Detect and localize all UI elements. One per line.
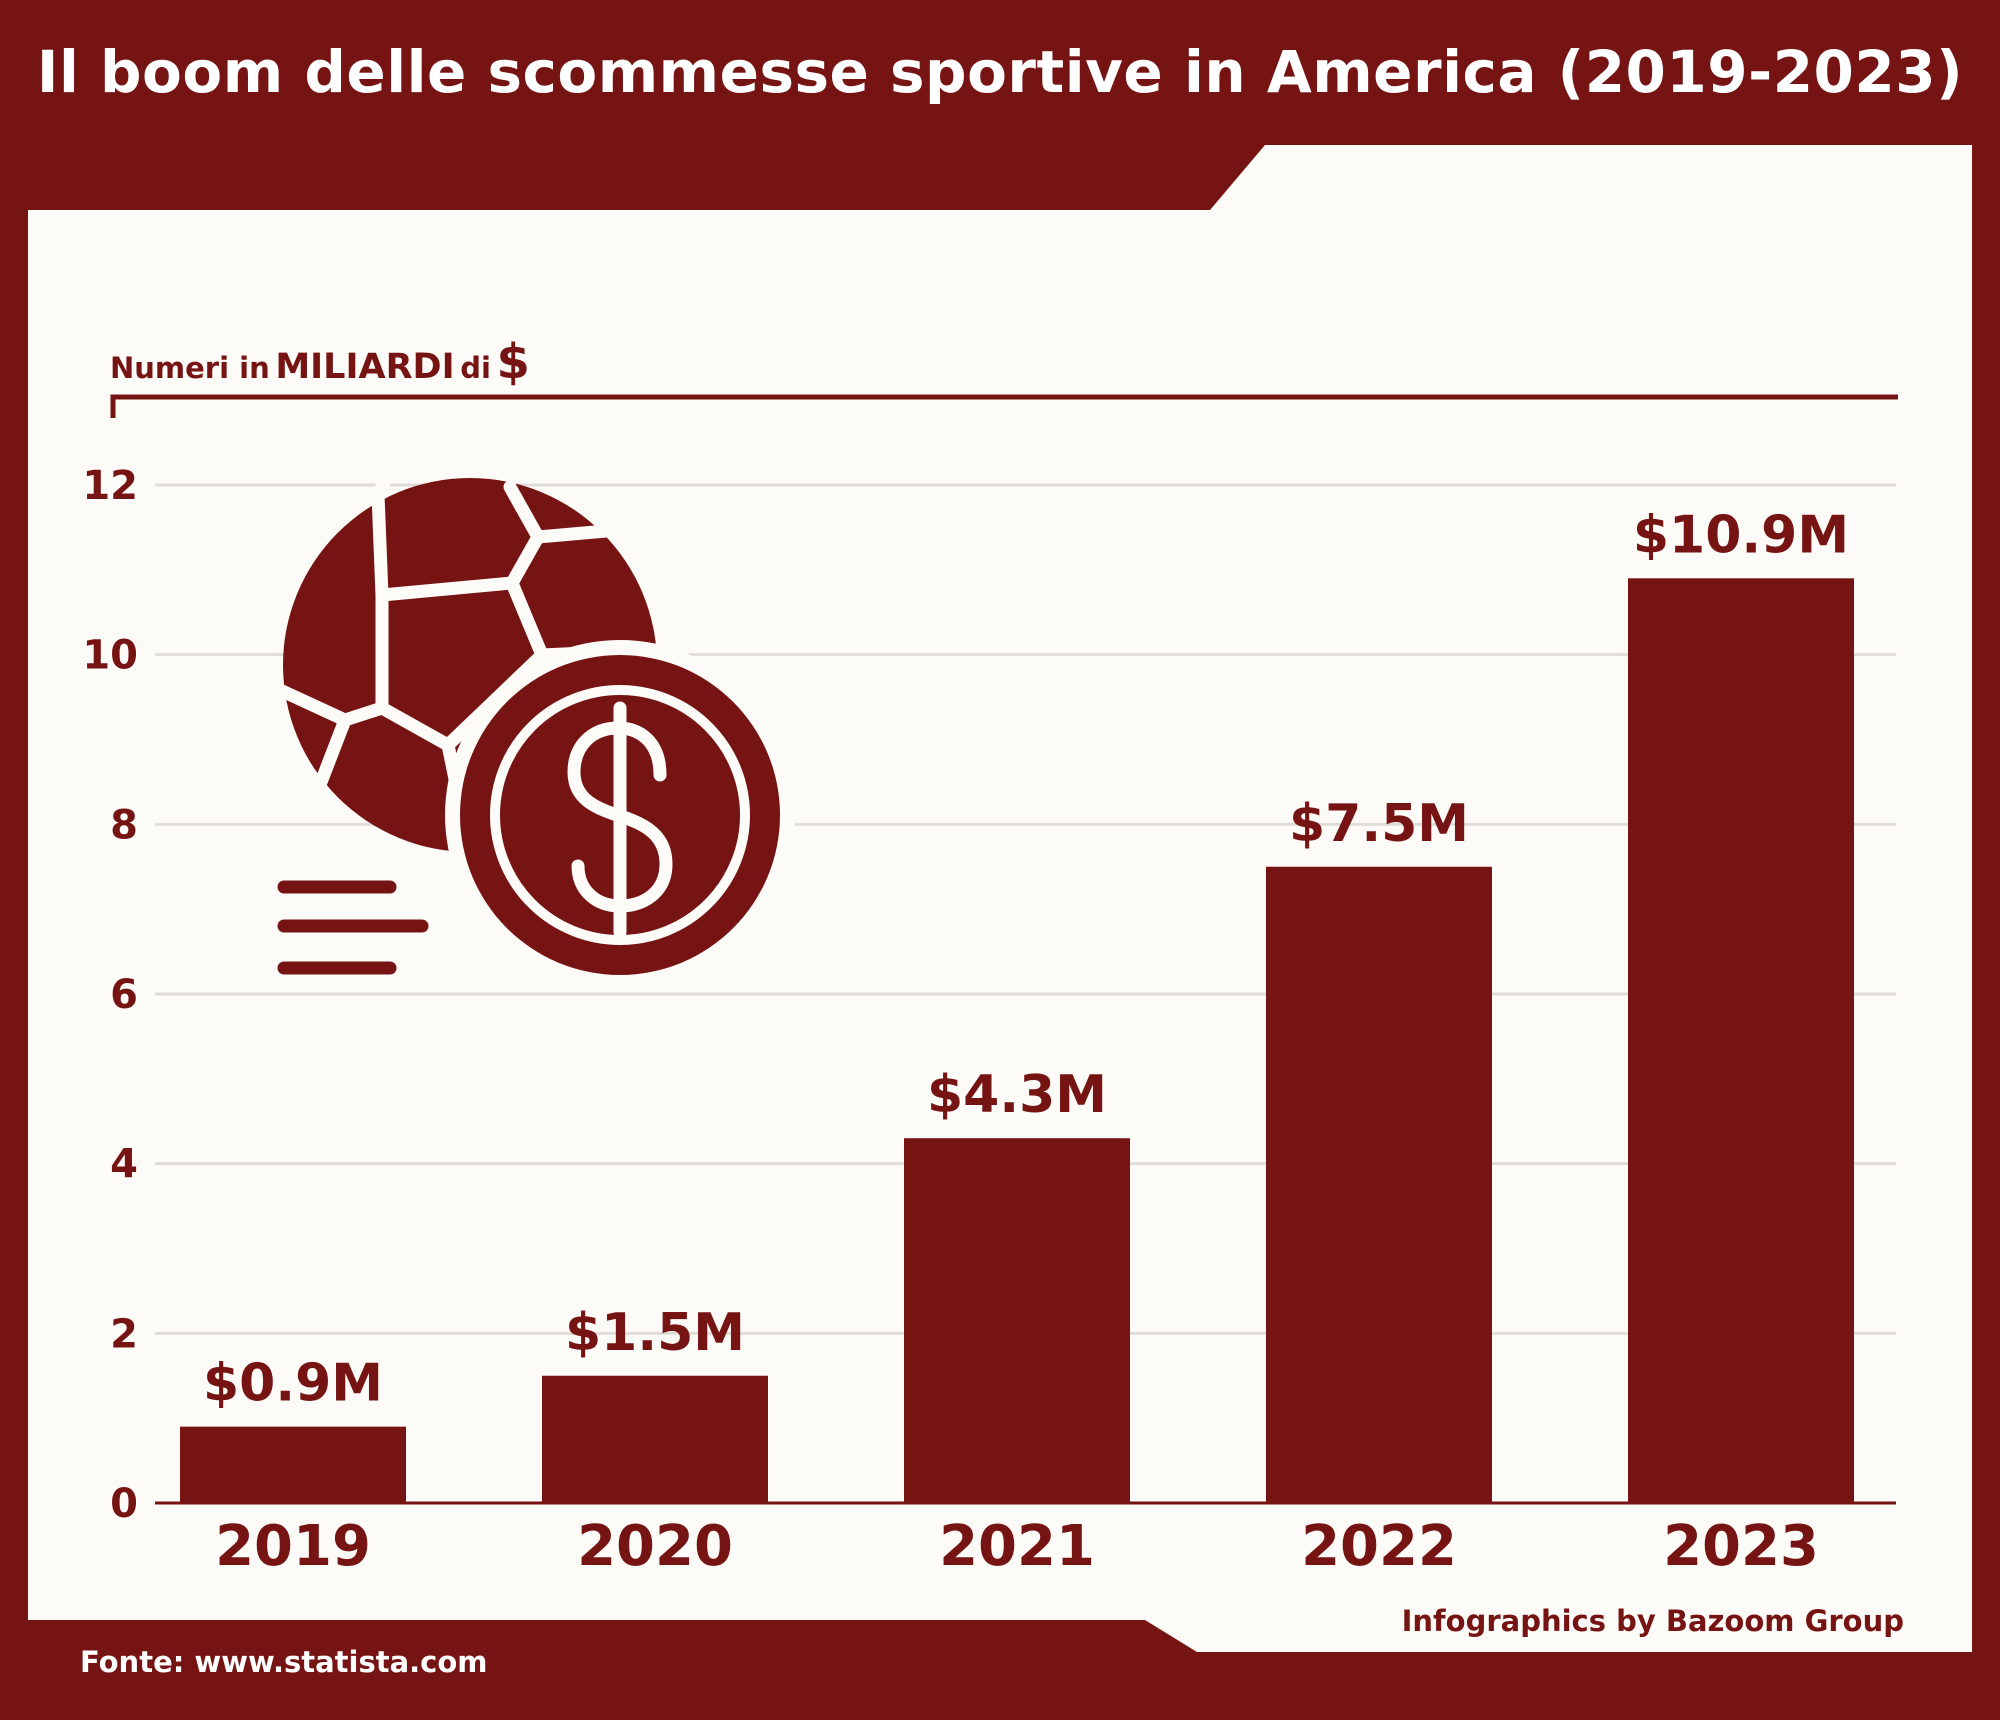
data-label: $1.5M [565, 1303, 745, 1363]
chart-title: Il boom delle scommesse sportive in Amer… [36, 38, 1964, 106]
x-axis-ticks: 2019 2020 2021 2022 2023 [215, 1514, 1819, 1579]
unit-note-suffix: di [460, 351, 491, 385]
unit-note-prefix: Numeri in [110, 351, 270, 385]
data-labels: $0.9M $1.5M $4.3M $7.5M $10.9M [203, 505, 1849, 1413]
bars [180, 578, 1854, 1503]
y-tick-label: 8 [110, 802, 138, 848]
y-tick-label: 0 [110, 1481, 138, 1527]
y-tick-label: 4 [110, 1142, 138, 1188]
unit-note-symbol: $ [496, 334, 530, 390]
unit-note: Numeri in MILIARDI di $ [110, 334, 530, 390]
bar [904, 1138, 1130, 1503]
data-label: $0.9M [203, 1354, 383, 1414]
data-label: $4.3M [927, 1065, 1107, 1125]
x-tick-label: 2022 [1301, 1514, 1457, 1579]
data-label: $7.5M [1289, 794, 1469, 854]
bar [1266, 866, 1492, 1503]
bar [180, 1426, 406, 1503]
credit-text: Infographics by Bazoom Group [1401, 1604, 1904, 1638]
y-tick-label: 2 [110, 1311, 138, 1357]
bar [1628, 578, 1854, 1503]
y-tick-label: 12 [82, 463, 138, 509]
x-tick-label: 2023 [1663, 1514, 1819, 1579]
y-axis-ticks: 0 2 4 6 8 10 12 [82, 463, 138, 1527]
y-tick-label: 6 [110, 972, 138, 1018]
y-tick-label: 10 [82, 633, 138, 679]
data-label: $10.9M [1633, 505, 1849, 565]
x-tick-label: 2021 [939, 1514, 1095, 1579]
top-rule [110, 394, 1898, 418]
source-link[interactable]: Fonte: www.statista.com [80, 1645, 488, 1679]
soccer-ball-with-dollar-coin-icon [273, 463, 795, 990]
x-tick-label: 2019 [215, 1514, 371, 1579]
bar [542, 1375, 768, 1503]
unit-note-emphasis: MILIARDI [275, 347, 455, 387]
x-tick-label: 2020 [577, 1514, 733, 1579]
